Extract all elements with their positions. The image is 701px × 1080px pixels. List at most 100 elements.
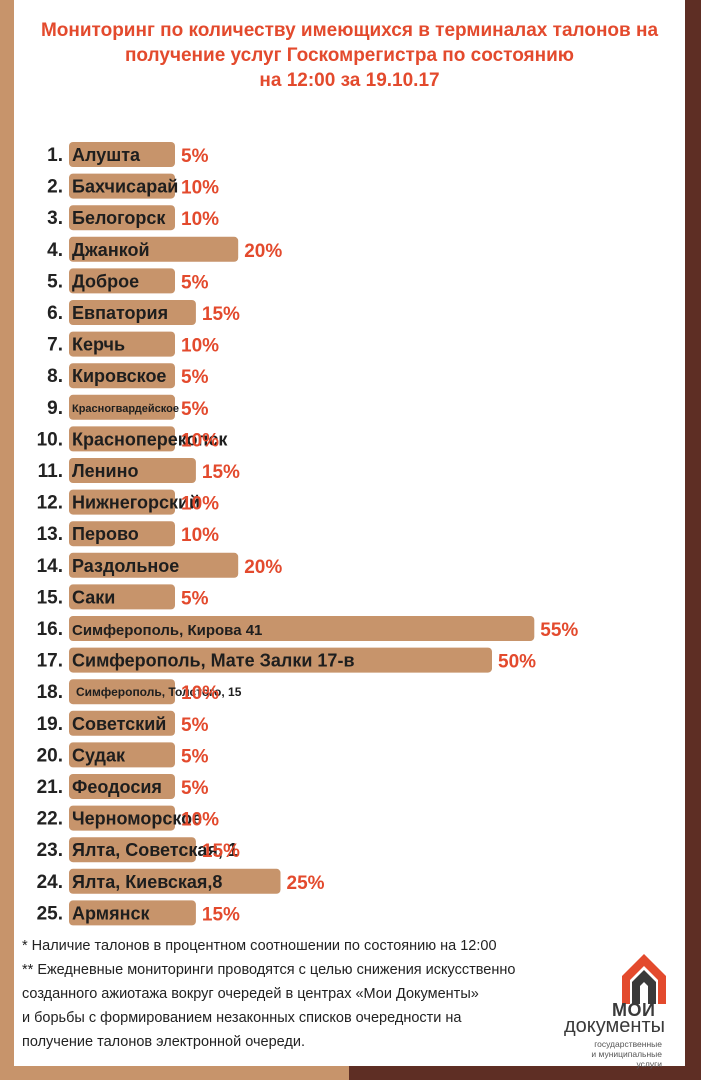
value-label: 10% xyxy=(181,430,219,451)
bar xyxy=(69,331,175,357)
bar xyxy=(69,774,175,799)
logo-subtitle: государственные и муниципальные услуги xyxy=(566,1039,662,1069)
row-number: 4. xyxy=(47,240,63,261)
row-number: 15. xyxy=(37,587,63,608)
bar xyxy=(69,458,196,483)
moi-dokumenty-logo-icon xyxy=(622,954,666,1004)
bar xyxy=(69,268,175,294)
bar-label: Симферополь, Толстого, 15 xyxy=(76,685,242,699)
footnote-line-1: * Наличие талонов в процентном соотношен… xyxy=(22,938,497,954)
value-label: 10% xyxy=(181,494,219,515)
value-label: 20% xyxy=(244,557,282,578)
footnote-line-2: ** Ежедневные мониторинги проводятся с ц… xyxy=(22,962,516,978)
value-label: 5% xyxy=(181,367,209,388)
footnote-line-3: созданного ажиотажа вокруг очередей в це… xyxy=(22,986,479,1002)
bar xyxy=(69,900,196,926)
bar-label: Симферополь, Мате Залки 17-в xyxy=(72,651,355,671)
value-label: 15% xyxy=(202,904,240,925)
value-label: 5% xyxy=(181,399,209,420)
bar-label: Армянск xyxy=(72,903,150,923)
bar xyxy=(69,521,175,547)
bar-label: Ленино xyxy=(72,461,138,481)
bar xyxy=(69,300,196,325)
value-label: 25% xyxy=(287,873,325,894)
bar xyxy=(69,742,175,768)
row-number: 8. xyxy=(47,366,63,387)
row-number: 9. xyxy=(47,398,63,419)
logo-subtitle-line-1: государственные xyxy=(594,1039,662,1049)
bar-label: Доброе xyxy=(72,271,139,291)
title-line-2: получение услуг Госкомрегистра по состоя… xyxy=(124,45,575,66)
bar-label: Керчь xyxy=(72,335,125,355)
bar-label: Красноперекопск xyxy=(72,429,228,449)
bar xyxy=(69,426,175,452)
bar xyxy=(69,173,175,199)
footnote-line-5: получение талонов электронной очереди. xyxy=(22,1034,306,1050)
logo-subtitle-line-2: и муниципальные услуги xyxy=(591,1049,662,1069)
value-label: 10% xyxy=(181,683,219,704)
bar-label: Белогорск xyxy=(72,208,166,228)
bar-label: Джанкой xyxy=(72,240,150,260)
value-label: 10% xyxy=(181,525,219,546)
row-number: 22. xyxy=(37,809,63,830)
bar xyxy=(69,679,175,705)
bar-label: Красногвардейское xyxy=(72,403,179,415)
row-number: 2. xyxy=(47,177,63,198)
value-label: 5% xyxy=(181,715,209,736)
row-number: 10. xyxy=(37,429,63,450)
bar xyxy=(69,710,175,736)
row-number: 7. xyxy=(47,335,63,356)
row-number: 20. xyxy=(37,745,63,766)
value-label: 5% xyxy=(181,778,209,799)
bar xyxy=(69,142,175,167)
row-number: 23. xyxy=(37,840,63,861)
bar xyxy=(69,837,196,863)
bar-label: Алушта xyxy=(72,145,141,165)
chart-title: Мониторинг по количеству имеющихся в тер… xyxy=(14,18,685,93)
bar xyxy=(69,616,535,641)
bar-label: Симферополь, Кирова 41 xyxy=(72,622,262,639)
bar xyxy=(69,805,175,831)
bottom-dark-strip xyxy=(349,1066,701,1080)
value-label: 15% xyxy=(202,304,240,325)
row-number: 6. xyxy=(47,303,63,324)
row-number: 14. xyxy=(37,556,63,577)
footnotes: * Наличие талонов в процентном соотношен… xyxy=(22,934,562,1054)
value-label: 10% xyxy=(181,209,219,230)
title-line-1: Мониторинг по количеству имеющихся в тер… xyxy=(40,20,659,41)
bar xyxy=(69,868,281,894)
bar-label: Ялта, Киевская,8 xyxy=(72,872,222,892)
bar-label: Раздольное xyxy=(72,556,179,576)
row-number: 16. xyxy=(37,619,63,640)
value-label: 50% xyxy=(498,652,536,673)
row-number: 25. xyxy=(37,903,63,924)
logo-text-dokumenty: документы xyxy=(564,1015,665,1037)
value-label: 20% xyxy=(244,241,282,262)
bar-label: Черноморское xyxy=(72,809,202,829)
bar-label: Перово xyxy=(72,524,139,544)
row-number: 13. xyxy=(37,524,63,545)
row-number: 18. xyxy=(37,682,63,703)
bar-label: Советский xyxy=(72,714,166,734)
value-label: 10% xyxy=(181,178,219,199)
row-number: 24. xyxy=(37,872,63,893)
row-number: 19. xyxy=(37,714,63,735)
bar xyxy=(69,647,492,673)
bar-chart: 1. Алушта 5%2. Бахчисарай 10%3. Белогорск 10%4… xyxy=(37,142,578,926)
value-label: 10% xyxy=(181,336,219,357)
bar-label: Судак xyxy=(72,745,126,765)
footnote-line-4: и борьбы с формированием незаконных спис… xyxy=(22,1010,462,1026)
title-line-3: на 12:00 за 19.10.17 xyxy=(259,70,440,91)
logo-text-moi: МОИ xyxy=(612,1000,656,1020)
bar xyxy=(69,584,175,610)
bar-label: Ялта, Советская, 1 xyxy=(72,840,238,860)
bar-label: Нижнегорский xyxy=(72,493,200,513)
left-brown-strip xyxy=(0,0,14,1080)
row-number: 17. xyxy=(37,651,63,672)
bar xyxy=(69,552,239,578)
row-number: 3. xyxy=(47,208,63,229)
bar-label: Саки xyxy=(72,587,115,607)
row-number: 21. xyxy=(37,777,63,798)
row-number: 12. xyxy=(37,493,63,514)
bar xyxy=(69,236,239,262)
